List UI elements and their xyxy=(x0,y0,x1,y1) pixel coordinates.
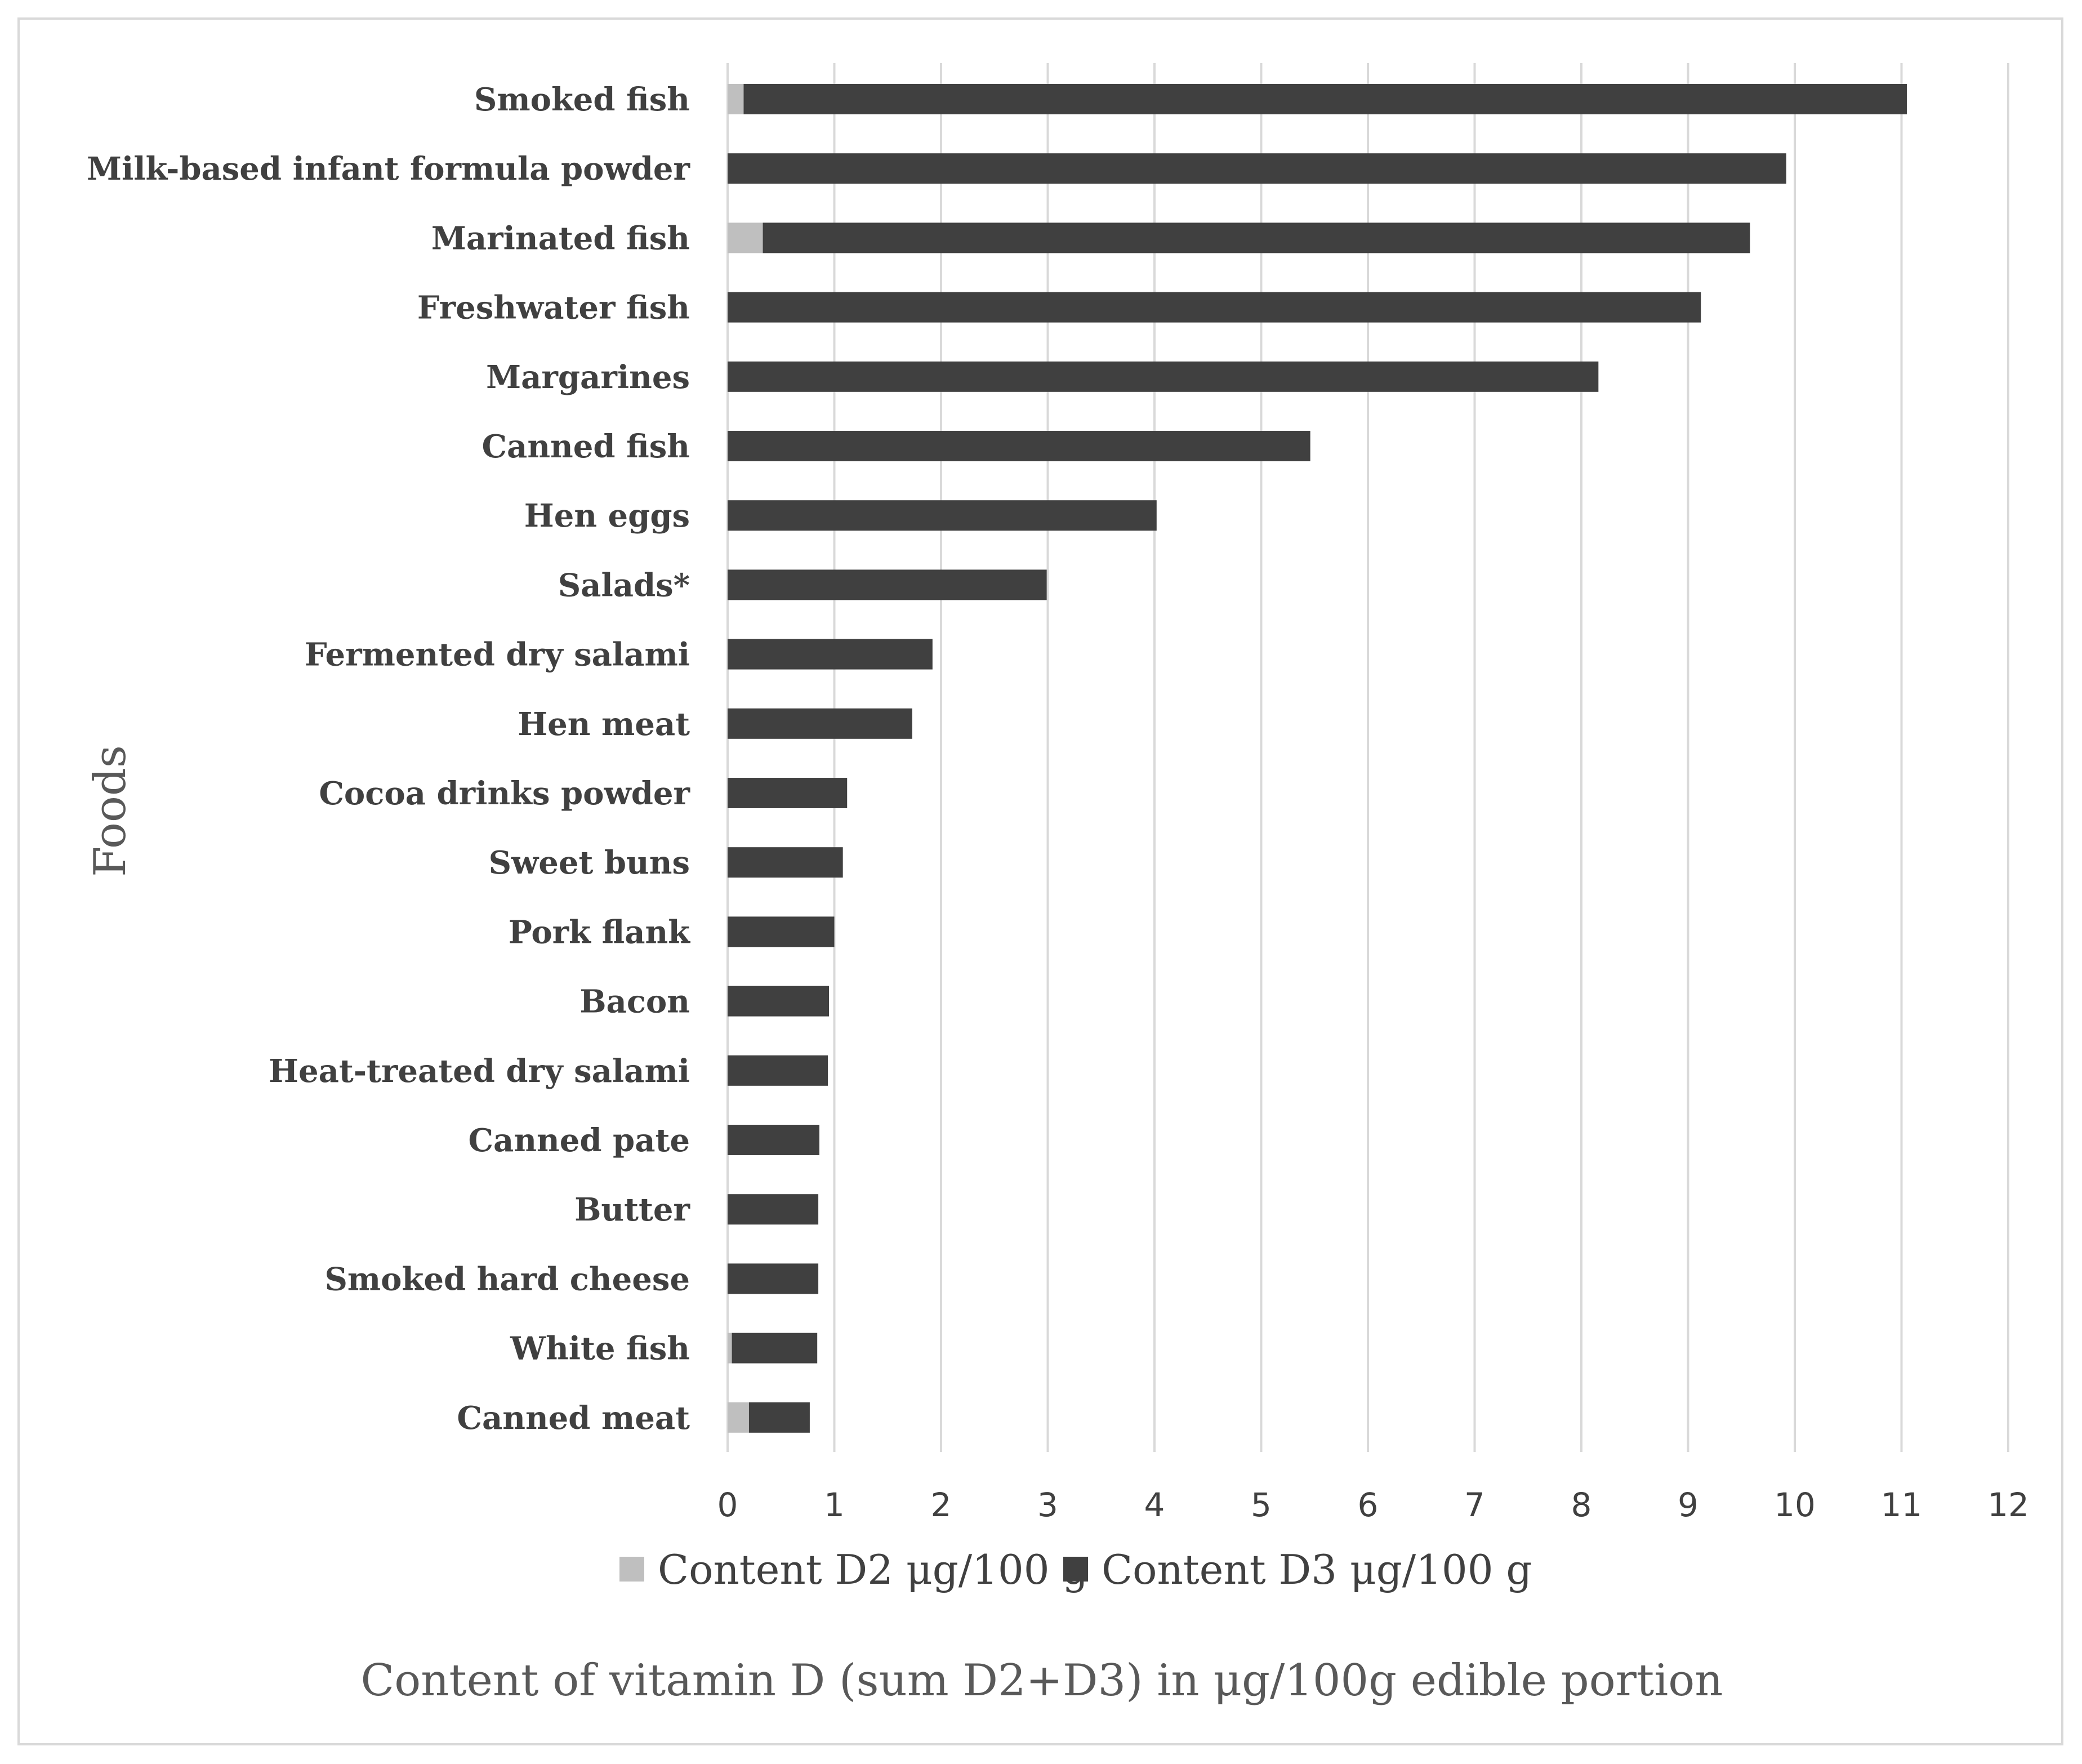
bar-d3 xyxy=(728,778,848,808)
category-label: Canned fish xyxy=(482,428,690,465)
category-label: Cocoa drinks powder xyxy=(319,775,690,812)
bar-d3 xyxy=(728,986,830,1017)
x-tick-label-8: 8 xyxy=(1571,1486,1592,1524)
category-label: Hen meat xyxy=(518,706,690,743)
x-tick-label-7: 7 xyxy=(1464,1486,1485,1524)
bars xyxy=(728,84,1907,1433)
bar-d3 xyxy=(728,639,933,670)
bar-d3 xyxy=(728,153,1786,184)
category-label: Salads* xyxy=(558,567,690,604)
category-label: Fermented dry salami xyxy=(305,636,690,674)
bar-d3 xyxy=(763,222,1750,253)
category-label: Smoked hard cheese xyxy=(324,1260,690,1298)
x-tick-label-4: 4 xyxy=(1144,1486,1165,1524)
bar-d2 xyxy=(728,1333,732,1364)
bar-d3 xyxy=(728,708,912,739)
x-tick-label-12: 12 xyxy=(1987,1486,2029,1524)
bar-d3 xyxy=(728,569,1047,600)
category-label: Margarines xyxy=(486,359,690,396)
bar-d3 xyxy=(728,1055,828,1086)
x-tick-label-10: 10 xyxy=(1774,1486,1816,1524)
bar-d3 xyxy=(728,1125,819,1155)
bar-d3 xyxy=(728,847,843,878)
x-tick-label-1: 1 xyxy=(824,1486,845,1524)
category-label: Smoked fish xyxy=(474,81,690,118)
category-label: Sweet buns xyxy=(489,844,690,881)
bar-d2 xyxy=(728,84,744,114)
x-tick-label-2: 2 xyxy=(931,1486,952,1524)
bar-d3 xyxy=(732,1333,818,1364)
x-tick-label-0: 0 xyxy=(717,1486,738,1524)
bar-d3 xyxy=(728,1194,819,1225)
bar-d3 xyxy=(743,84,1907,114)
category-label: Butter xyxy=(574,1191,690,1228)
category-label: Canned pate xyxy=(468,1122,690,1159)
x-tick-label-5: 5 xyxy=(1251,1486,1272,1524)
x-tick-label-9: 9 xyxy=(1678,1486,1698,1524)
bar-d3 xyxy=(728,1263,819,1294)
x-tick-label-3: 3 xyxy=(1037,1486,1058,1524)
bar-d3 xyxy=(748,1402,810,1433)
category-label: Heat-treated dry salami xyxy=(269,1053,690,1090)
legend-label-d3: Content D3 μg/100 g xyxy=(1102,1546,1532,1593)
gridlines xyxy=(726,63,2009,1452)
category-label: Milk-based infant formula powder xyxy=(87,150,690,188)
legend-swatch-d3 xyxy=(1063,1557,1088,1582)
category-label: White fish xyxy=(510,1330,690,1367)
bar-d3 xyxy=(728,292,1701,323)
bar-d3 xyxy=(728,916,835,947)
x-axis-title: Content of vitamin D (sum D2+D3) in μg/1… xyxy=(361,1655,1723,1706)
category-label: Bacon xyxy=(579,983,690,1021)
category-label: Canned meat xyxy=(457,1400,690,1437)
category-label: Marinated fish xyxy=(431,220,690,257)
legend-label-d2: Content D2 μg/100 g xyxy=(658,1546,1089,1593)
x-tick-label-6: 6 xyxy=(1358,1486,1379,1524)
legend: Content D2 μg/100 g Content D3 μg/100 g xyxy=(619,1546,1532,1593)
bar-d2 xyxy=(728,222,763,253)
y-axis-title: Foods xyxy=(85,745,136,877)
bar-d3 xyxy=(728,361,1599,392)
legend-swatch-d2 xyxy=(619,1557,644,1582)
category-label: Pork flank xyxy=(509,914,690,951)
bar-d2 xyxy=(728,1402,749,1433)
category-labels: Smoked fish Milk-based infant formula pow… xyxy=(87,81,690,1437)
x-tick-labels: 0 1 2 3 4 5 6 7 8 9 10 11 12 xyxy=(717,1486,2029,1524)
x-tick-label-11: 11 xyxy=(1881,1486,1923,1524)
bar-d3 xyxy=(728,500,1157,531)
category-label: Freshwater fish xyxy=(417,289,690,327)
category-label: Hen eggs xyxy=(524,497,690,534)
bar-d3 xyxy=(728,431,1310,461)
